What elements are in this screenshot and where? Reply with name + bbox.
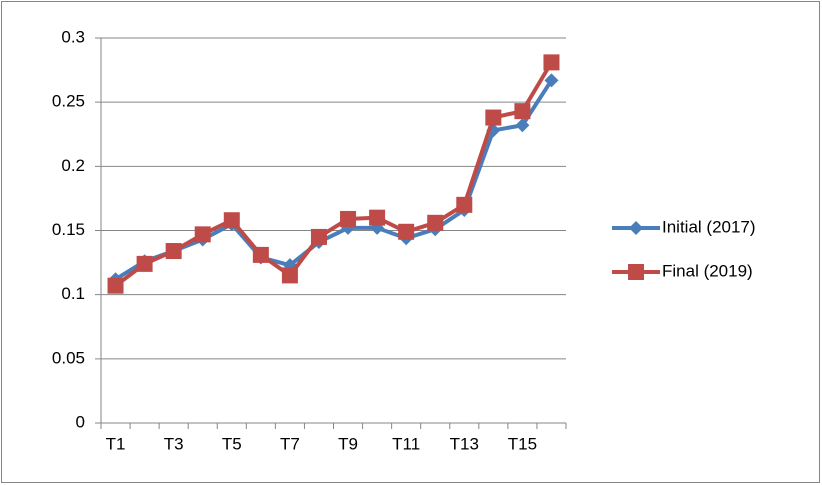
- data-point: [369, 209, 386, 226]
- y-tick-label: 0.25: [52, 92, 85, 111]
- x-tick-label: T7: [280, 434, 300, 453]
- y-tick-label: 0.3: [61, 27, 85, 46]
- data-point: [252, 246, 269, 263]
- data-point: [223, 212, 240, 229]
- data-point: [136, 255, 153, 272]
- legend-marker: [628, 264, 644, 280]
- data-point: [107, 277, 124, 294]
- data-point: [515, 118, 530, 133]
- data-point: [398, 223, 415, 240]
- data-point: [544, 73, 559, 88]
- data-point: [514, 103, 531, 120]
- legend-label: Final (2019): [662, 261, 753, 280]
- data-point: [485, 109, 502, 126]
- y-tick-label: 0.15: [52, 220, 85, 239]
- x-tick-label: T9: [338, 434, 358, 453]
- x-tick-label: T5: [222, 434, 242, 453]
- data-point: [194, 226, 211, 243]
- series-line: [114, 61, 554, 288]
- x-tick-label: T11: [392, 434, 420, 453]
- data-point: [310, 228, 327, 245]
- legend-marker: [629, 221, 643, 235]
- data-point: [543, 54, 560, 71]
- y-tick-label: 0: [76, 412, 85, 431]
- data-point: [165, 243, 182, 260]
- series-line: [114, 79, 554, 281]
- x-tick-label: T1: [106, 434, 126, 453]
- data-point: [281, 267, 298, 284]
- data-point: [340, 210, 357, 227]
- y-tick-label: 0.2: [61, 156, 85, 175]
- legend-label: Initial (2017): [662, 217, 756, 236]
- x-tick-label: T3: [164, 434, 184, 453]
- data-point: [456, 196, 473, 213]
- x-tick-label: T13: [450, 434, 479, 453]
- x-tick-label: T15: [508, 434, 537, 453]
- y-tick-label: 0.1: [61, 284, 85, 303]
- data-point: [427, 214, 444, 231]
- y-tick-label: 0.05: [52, 348, 85, 367]
